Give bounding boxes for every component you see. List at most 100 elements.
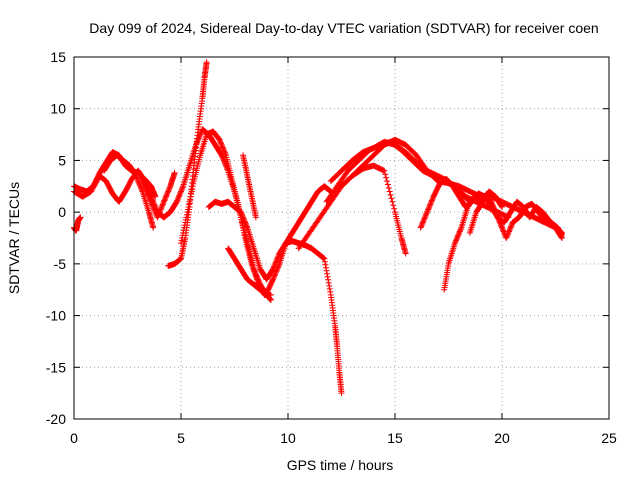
data-point: [175, 193, 182, 200]
x-tick-label: 10: [280, 430, 296, 446]
data-point: [424, 207, 431, 214]
data-point: [149, 196, 156, 203]
data-point: [386, 188, 393, 195]
x-tick-label: 0: [70, 430, 78, 446]
data-point: [218, 141, 225, 148]
data-point: [421, 215, 428, 222]
data-point: [242, 219, 249, 226]
data-point: [423, 210, 430, 217]
data-point: [322, 261, 329, 268]
y-tick-label: 5: [58, 152, 66, 168]
data-point: [142, 180, 149, 187]
data-point: [240, 227, 247, 234]
data-point: [138, 187, 145, 194]
data-point: [174, 197, 181, 204]
data-point: [134, 175, 141, 182]
data-point: [383, 178, 390, 185]
y-tick-label: -20: [46, 411, 66, 427]
data-point: [183, 211, 190, 218]
data-point: [179, 184, 186, 191]
data-point: [492, 209, 499, 216]
data-point: [93, 179, 100, 186]
data-point: [273, 268, 280, 275]
data-point: [161, 196, 168, 203]
data-point: [188, 188, 195, 195]
data-point: [219, 143, 226, 150]
data-point: [90, 184, 97, 191]
data-point: [267, 297, 274, 304]
data-point: [135, 178, 142, 185]
data-point: [418, 223, 425, 230]
data-point: [165, 187, 172, 194]
data-point: [492, 207, 499, 214]
data-point: [219, 144, 226, 151]
x-tick-label: 5: [177, 430, 185, 446]
series-arc-3: [71, 214, 84, 234]
data-point: [93, 178, 100, 185]
data-point: [92, 180, 99, 187]
data-point: [424, 209, 431, 216]
data-point: [324, 270, 331, 277]
data-point: [220, 157, 227, 164]
data-point: [163, 193, 170, 200]
data-point: [322, 264, 329, 271]
data-point: [240, 214, 247, 221]
data-point: [391, 205, 398, 212]
data-point: [88, 187, 95, 194]
data-point: [457, 225, 464, 232]
data-point: [425, 205, 432, 212]
data-point: [426, 203, 433, 210]
data-point: [504, 231, 511, 238]
data-point: [507, 224, 514, 231]
data-point: [239, 213, 246, 220]
data-point: [175, 194, 182, 201]
data-point: [158, 203, 165, 210]
data-point: [499, 203, 505, 210]
data-point: [429, 196, 436, 203]
data-point: [147, 192, 154, 199]
data-point: [240, 215, 247, 222]
data-point: [274, 264, 281, 271]
x-tick-label: 20: [494, 430, 510, 446]
data-point: [422, 213, 429, 220]
data-point: [456, 228, 463, 235]
data-point: [160, 200, 167, 207]
data-point: [178, 240, 184, 247]
data-point: [162, 194, 169, 201]
data-point: [505, 229, 512, 236]
data-point: [217, 139, 224, 146]
data-point: [384, 181, 391, 188]
data-point: [219, 153, 226, 160]
data-point: [427, 200, 434, 207]
data-point: [179, 185, 186, 192]
data-point: [383, 174, 390, 181]
data-point: [457, 227, 464, 234]
series-arc-10: [240, 152, 259, 221]
data-point: [218, 140, 225, 147]
axis-ticks: 0 5 10 15 20 25 -20 -15 -10 -5 0 5 10 15: [46, 49, 617, 446]
data-point: [493, 211, 500, 218]
y-tick-label: -15: [46, 359, 66, 375]
data-point: [146, 189, 153, 196]
data-point: [146, 191, 153, 198]
data-point: [385, 185, 392, 192]
data-point: [178, 237, 185, 244]
data-point: [179, 235, 186, 241]
data-point: [496, 219, 503, 226]
data-point: [150, 200, 157, 207]
data-point: [179, 232, 186, 239]
data-point: [402, 250, 409, 257]
data-point: [495, 216, 502, 223]
series-arc-14: [349, 136, 565, 236]
data-point: [452, 238, 459, 245]
data-point: [221, 160, 228, 167]
y-tick-label: 10: [50, 101, 66, 117]
data-point: [174, 196, 181, 203]
data-point: [190, 180, 197, 187]
data-point: [220, 145, 227, 152]
data-point: [90, 183, 97, 190]
data-point: [558, 231, 565, 238]
data-point: [163, 192, 170, 199]
data-point: [150, 198, 157, 205]
data-point: [176, 192, 183, 199]
